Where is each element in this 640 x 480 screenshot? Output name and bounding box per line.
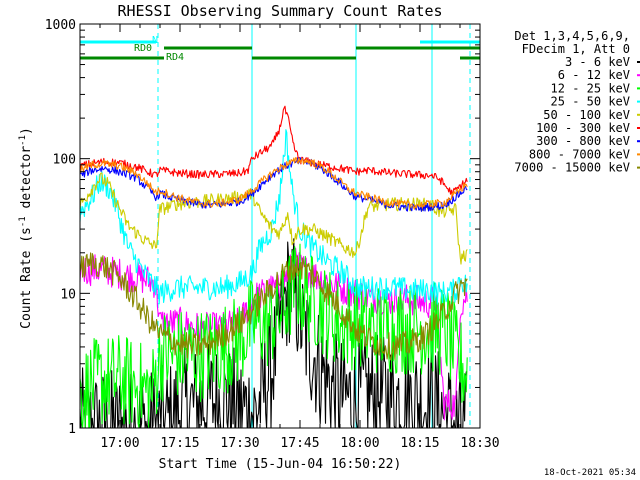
y-axis-label-sup1: -1 bbox=[18, 216, 28, 227]
x-tick-label-4: 18:00 bbox=[340, 436, 379, 451]
series-line-5 bbox=[79, 105, 468, 198]
legend-entry-5: 100 - 300 keV bbox=[536, 121, 630, 135]
y-axis-label-main: Count Rate (s bbox=[19, 227, 34, 329]
state-bar-label-rd4: RD4 bbox=[166, 52, 184, 63]
y-axis-label: Count Rate (s-1 detector-1) bbox=[18, 127, 34, 329]
legend-entry-8: 7000 - 15000 keV bbox=[514, 161, 630, 175]
chart-title: RHESSI Observing Summary Count Rates bbox=[117, 2, 442, 20]
x-tick-label-2: 17:30 bbox=[220, 436, 259, 451]
legend-entry-7: 800 - 7000 keV bbox=[529, 147, 630, 161]
y-tick-label-3: 1000 bbox=[45, 18, 76, 33]
y-tick-label-0: 1 bbox=[68, 422, 76, 437]
axes: 17:00 17:15 17:30 17:45 18:00 18:15 18:30 1 10 10… bbox=[45, 18, 500, 451]
state-bar-label-rd0: RD0 bbox=[134, 43, 152, 54]
x-tick-label-0: 17:00 bbox=[100, 436, 139, 451]
legend-header-line-2: FDecim 1, Att 0 bbox=[522, 42, 630, 56]
x-tick-label-6: 18:30 bbox=[460, 436, 499, 451]
y-axis-label-sup2: -1 bbox=[18, 135, 28, 146]
x-axis-label: Start Time (15-Jun-04 16:50:22) bbox=[159, 457, 402, 472]
y-axis-label-end: ) bbox=[19, 127, 34, 135]
legend-entry-1: 6 - 12 keV bbox=[558, 68, 630, 82]
series-line-7 bbox=[79, 157, 468, 210]
y-tick-label-1: 10 bbox=[60, 287, 76, 302]
legend-entry-6: 300 - 800 keV bbox=[536, 134, 630, 148]
state-bar-label-n: N bbox=[152, 35, 158, 46]
legend-header-line-1: Det 1,3,4,5,6,9, bbox=[514, 29, 630, 43]
legend-entry-3: 25 - 50 keV bbox=[551, 95, 630, 109]
legend-entry-4: 50 - 100 keV bbox=[543, 108, 630, 122]
series-line-4 bbox=[79, 172, 468, 265]
legend-entry-0: 3 - 6 keV bbox=[565, 55, 630, 69]
x-tick-label-3: 17:45 bbox=[280, 436, 319, 451]
legend-entry-2: 12 - 25 keV bbox=[551, 81, 630, 95]
x-tick-label-1: 17:15 bbox=[160, 436, 199, 451]
x-tick-label-5: 18:15 bbox=[400, 436, 439, 451]
series-line-8 bbox=[79, 252, 468, 361]
series-line-6 bbox=[79, 156, 468, 212]
series-line-3 bbox=[79, 129, 468, 305]
series-line-2 bbox=[79, 243, 468, 429]
timestamp: 18-Oct-2021 05:34 bbox=[544, 468, 636, 478]
legend: Det 1,3,4,5,6,9, FDecim 1, Att 0 3 - 6 k… bbox=[514, 29, 640, 175]
y-axis-label-mid: detector bbox=[19, 146, 34, 217]
y-tick-label-2: 100 bbox=[53, 153, 76, 168]
